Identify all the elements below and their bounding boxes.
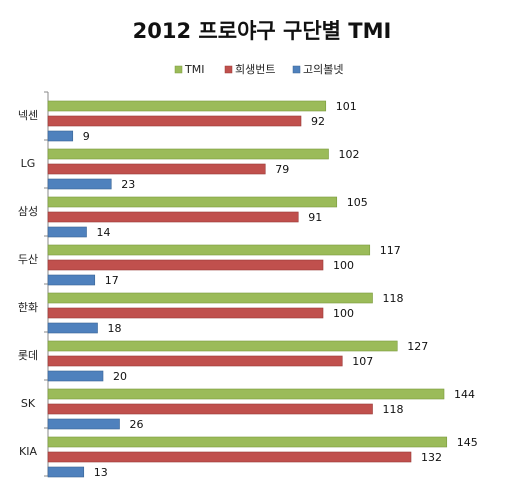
data-label: 132 bbox=[421, 451, 442, 464]
bar bbox=[47, 211, 299, 223]
data-label: 26 bbox=[130, 418, 144, 431]
category-label: 넥센 bbox=[18, 109, 38, 122]
data-label: 17 bbox=[105, 274, 119, 287]
bars bbox=[47, 100, 448, 478]
chart-title: 2012 프로야구 구단별 TMI bbox=[133, 19, 392, 43]
bar bbox=[47, 322, 98, 334]
data-label: 79 bbox=[275, 163, 289, 176]
bar bbox=[47, 307, 324, 319]
data-label: 144 bbox=[454, 388, 475, 401]
legend-swatch bbox=[224, 65, 233, 74]
category-label: KIA bbox=[19, 445, 37, 458]
bar bbox=[47, 244, 371, 256]
value-labels: 101 92 9 102 79 23 105 91 14 117 100 17 118 100 18 127 1… bbox=[83, 100, 478, 479]
bar bbox=[47, 451, 412, 463]
bar bbox=[47, 274, 96, 286]
data-label: 117 bbox=[380, 244, 401, 257]
legend-item: 희생번트 bbox=[224, 63, 275, 76]
data-label: 92 bbox=[311, 115, 325, 128]
bar bbox=[47, 436, 448, 448]
bar bbox=[47, 418, 120, 430]
data-label: 23 bbox=[121, 178, 135, 191]
legend-item: 고의볼넷 bbox=[292, 63, 343, 76]
data-label: 102 bbox=[339, 148, 360, 161]
bar bbox=[47, 403, 373, 415]
data-label: 100 bbox=[333, 307, 354, 320]
y-axis-ticks bbox=[44, 91, 48, 477]
data-label: 105 bbox=[347, 196, 368, 209]
legend-swatch bbox=[292, 65, 301, 74]
bar bbox=[47, 115, 302, 127]
bar bbox=[47, 388, 445, 400]
category-label: 삼성 bbox=[18, 205, 38, 218]
category-label: 롯데 bbox=[18, 349, 38, 362]
bar bbox=[47, 355, 343, 367]
bar bbox=[47, 100, 327, 112]
data-label: 118 bbox=[383, 403, 404, 416]
bar bbox=[47, 163, 266, 175]
category-label: SK bbox=[21, 397, 36, 410]
data-label: 107 bbox=[352, 355, 373, 368]
data-label: 101 bbox=[336, 100, 357, 113]
legend-label: 고의볼넷 bbox=[303, 63, 343, 76]
bar bbox=[47, 196, 338, 208]
category-label: 한화 bbox=[18, 301, 38, 314]
category-label: 두산 bbox=[18, 253, 38, 266]
data-label: 18 bbox=[108, 322, 122, 335]
bar bbox=[47, 466, 85, 478]
bar bbox=[47, 292, 373, 304]
legend-item: TMI bbox=[174, 63, 204, 76]
data-label: 20 bbox=[113, 370, 127, 383]
bar bbox=[47, 226, 87, 238]
data-label: 14 bbox=[97, 226, 111, 239]
bar bbox=[47, 148, 329, 160]
legend-label: 희생번트 bbox=[235, 63, 275, 76]
bar bbox=[47, 340, 398, 352]
legend-swatch bbox=[174, 65, 183, 74]
data-label: 127 bbox=[407, 340, 428, 353]
data-label: 13 bbox=[94, 466, 108, 479]
data-label: 145 bbox=[457, 436, 478, 449]
category-label: LG bbox=[21, 157, 36, 170]
bar bbox=[47, 130, 74, 142]
bar bbox=[47, 178, 112, 190]
bar bbox=[47, 259, 324, 271]
legend: TMI 희생번트 고의볼넷 bbox=[174, 63, 343, 76]
data-label: 91 bbox=[308, 211, 322, 224]
bar bbox=[47, 370, 104, 382]
legend-label: TMI bbox=[184, 63, 204, 76]
data-label: 118 bbox=[383, 292, 404, 305]
data-label: 9 bbox=[83, 130, 90, 143]
data-label: 100 bbox=[333, 259, 354, 272]
